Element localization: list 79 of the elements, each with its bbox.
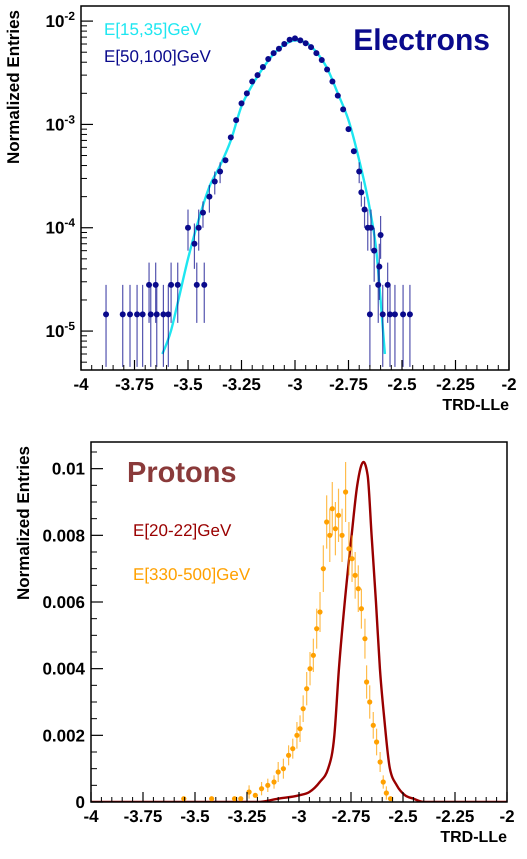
x-axis-title: TRD-LLe: [442, 397, 510, 414]
x-tick-label: -2.75: [329, 375, 368, 394]
point: [286, 752, 292, 758]
point: [364, 679, 370, 685]
x-tick-label: -3.75: [115, 375, 154, 394]
x-tick-label: -2: [501, 375, 517, 394]
point: [271, 779, 277, 785]
x-tick-label: -2.5: [387, 375, 417, 394]
y-tick-label: 0.01: [52, 460, 85, 479]
x-tick-label: -4: [83, 807, 100, 826]
point: [265, 782, 270, 788]
y-tick-label: 0: [76, 793, 85, 812]
point: [209, 796, 214, 802]
y-tick-label: 10$^{-5}$: [46, 319, 76, 342]
point: [346, 546, 352, 552]
x-tick-label: -2.25: [436, 375, 475, 394]
point: [384, 790, 389, 796]
point: [380, 779, 386, 785]
x-tick-label: -3.25: [228, 807, 266, 826]
y-tick-label: 10$^{-2}$: [46, 9, 76, 32]
y-tick-label: 10$^{-3}$: [46, 112, 76, 134]
point: [356, 586, 361, 592]
point: [378, 759, 383, 765]
point: [349, 556, 355, 562]
x-tick-label: -4: [73, 375, 90, 394]
point: [370, 722, 376, 728]
x-tick-label: -3.75: [124, 807, 162, 826]
point: [276, 769, 281, 775]
point: [258, 786, 264, 792]
text: Electrons: [353, 24, 490, 57]
x-tick-label: -3: [291, 807, 307, 826]
x-tick-label: -2.5: [388, 807, 418, 826]
point: [300, 706, 306, 712]
point: [314, 626, 320, 632]
point: [252, 792, 258, 798]
x-tick-label: -3.5: [173, 375, 203, 394]
point: [307, 666, 313, 672]
point: [246, 789, 252, 795]
y-axis-title: Normalized Entries: [4, 10, 23, 164]
x-tick-label: -2.25: [436, 807, 474, 826]
line-series: [91, 460, 507, 802]
point: [362, 636, 368, 642]
point: [297, 726, 303, 732]
point: [339, 532, 345, 538]
x-tick-label: -2: [499, 807, 515, 826]
text: E[50,100]GeV: [104, 47, 212, 66]
text: E[330-500]GeV: [133, 565, 251, 584]
point: [367, 699, 372, 705]
point: [290, 746, 296, 752]
point: [374, 739, 380, 745]
point: [327, 532, 332, 538]
y-tick-label: 0.006: [42, 593, 85, 612]
y-tick-label: 0.002: [42, 726, 85, 746]
point: [304, 686, 310, 692]
x-tick-label: -3: [287, 375, 303, 394]
point: [294, 732, 300, 738]
x-tick-label: -3.25: [222, 375, 261, 394]
y-axis-title: Normalized Entries: [14, 446, 33, 600]
point: [238, 796, 244, 802]
point: [280, 766, 286, 772]
text: Protons: [127, 457, 237, 489]
x-tick-label: -3.5: [180, 807, 210, 826]
point: [310, 652, 316, 658]
y-tick-label: 0.004: [42, 660, 86, 679]
point: [317, 609, 323, 615]
text: E[15,35]GeV: [104, 20, 202, 39]
y-tick-label: 10$^{-4}$: [46, 216, 76, 238]
point: [320, 566, 326, 572]
point: [324, 519, 330, 525]
text: E[20-22]GeV: [133, 521, 232, 540]
point: [358, 606, 364, 612]
point: [330, 506, 335, 512]
point: [342, 489, 348, 495]
point: [332, 526, 338, 532]
x-axis-title: TRD-LLe: [440, 829, 508, 846]
point: [336, 512, 342, 518]
point: [352, 572, 358, 578]
x-tick-label: -2.75: [332, 807, 370, 826]
y-tick-label: 0.008: [42, 526, 85, 546]
